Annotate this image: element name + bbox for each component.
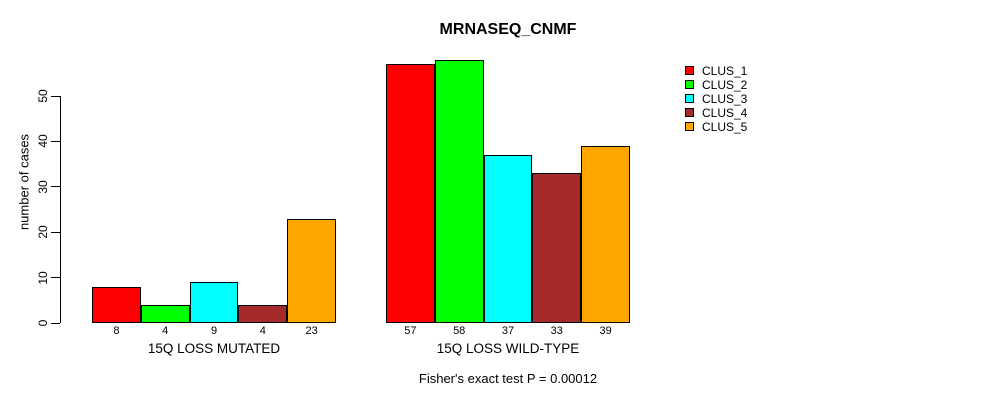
bar-value-label: 23 xyxy=(305,325,318,337)
bar-g2-clus_5 xyxy=(581,145,630,323)
bar-value-label: 8 xyxy=(113,325,120,337)
y-axis-tick xyxy=(51,95,60,97)
y-axis-tick-label: 0 xyxy=(36,319,50,327)
bar-g2-clus_3 xyxy=(483,155,533,323)
y-axis-tick xyxy=(51,140,60,142)
bar-value-label: 9 xyxy=(210,325,218,337)
bar-value-label: 4 xyxy=(259,325,266,337)
stat-caption: Fisher's exact test P = 0.00012 xyxy=(418,371,598,386)
bar-value-label: 39 xyxy=(599,325,612,337)
bar-value-label: 58 xyxy=(453,325,466,337)
bar-g2-clus_4 xyxy=(532,173,582,323)
y-axis-tick-label: 50 xyxy=(36,89,50,103)
bar-value-label: 4 xyxy=(162,325,169,337)
y-axis-tick-label: 10 xyxy=(36,270,50,285)
legend-swatch-icon xyxy=(685,107,694,117)
bar-g1-clus_2 xyxy=(140,304,190,323)
bar-value-label: 57 xyxy=(404,325,417,337)
legend-swatch-icon xyxy=(685,79,694,89)
y-axis-tick xyxy=(51,231,60,233)
bar-g1-clus_3 xyxy=(189,282,239,323)
y-axis-tick-label: 40 xyxy=(36,134,50,149)
bar-value-label: 33 xyxy=(550,325,563,337)
y-axis-line xyxy=(60,96,61,323)
y-axis-tick xyxy=(51,186,60,188)
y-axis-tick xyxy=(51,277,60,279)
y-axis-tick-label: 20 xyxy=(36,225,50,239)
legend-swatch-icon xyxy=(685,66,694,75)
legend-label: CLUS_2 xyxy=(702,77,748,92)
y-axis-label: number of cases xyxy=(16,133,32,231)
bar-g1-clus_1 xyxy=(92,286,141,323)
legend-label: CLUS_3 xyxy=(702,91,748,106)
legend-swatch-icon xyxy=(685,121,694,131)
chart-title: MRNASEQ_CNMF xyxy=(439,21,577,38)
bar-g2-clus_2 xyxy=(434,59,484,323)
bar-g2-clus_1 xyxy=(386,64,435,323)
legend-label: CLUS_1 xyxy=(702,64,748,78)
legend-label: CLUS_5 xyxy=(702,119,748,134)
y-axis-tick xyxy=(51,322,60,324)
bar-g1-clus_5 xyxy=(287,218,336,323)
legend-label: CLUS_4 xyxy=(702,105,748,120)
legend-swatch-icon xyxy=(685,93,694,103)
y-axis-tick-label: 30 xyxy=(36,180,50,194)
bar-g1-clus_4 xyxy=(238,304,288,323)
bar-value-label: 37 xyxy=(501,325,515,337)
group-label: 15Q LOSS WILD-TYPE xyxy=(436,341,580,356)
group-label: 15Q LOSS MUTATED xyxy=(147,341,281,356)
